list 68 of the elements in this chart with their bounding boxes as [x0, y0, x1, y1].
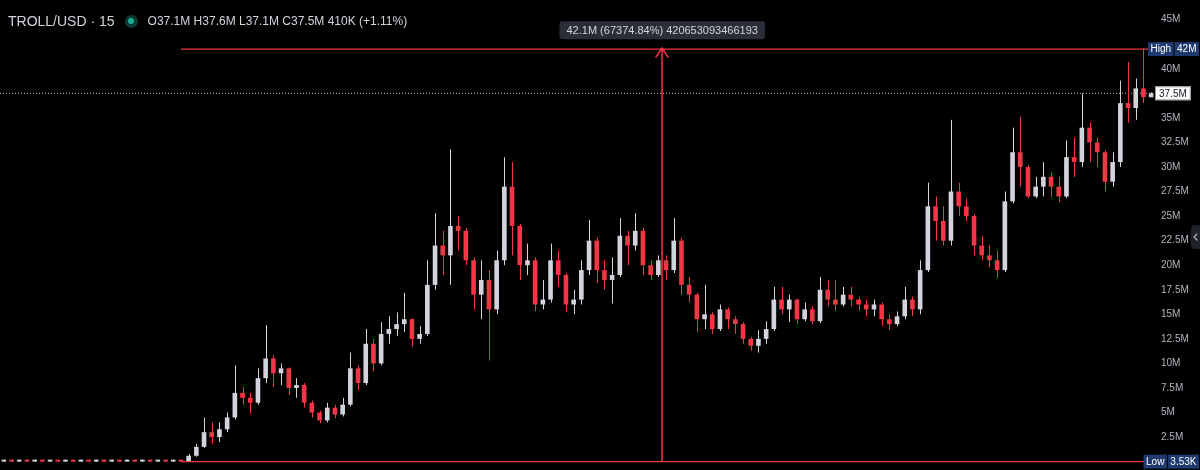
candlestick	[933, 195, 938, 242]
candlestick	[602, 259, 607, 291]
y-tick-label: 45M	[1161, 13, 1181, 25]
y-tick-label: 40M	[1161, 62, 1181, 74]
candlestick	[702, 284, 707, 330]
candlestick	[440, 230, 446, 276]
annotation: 42.1M (67374.84%) 420653093466193	[566, 23, 758, 36]
candlestick	[656, 254, 661, 278]
candlestick	[1087, 122, 1092, 163]
text: TROLL/USD · 15	[8, 13, 115, 29]
candlestick	[956, 182, 961, 217]
candlestick	[940, 205, 946, 247]
candlestick	[394, 311, 399, 337]
candlestick	[910, 296, 915, 317]
candlestick	[340, 397, 345, 417]
candlestick	[987, 245, 992, 268]
ref-line-label: Low 3.53K	[1146, 455, 1197, 467]
candlestick	[725, 306, 730, 330]
y-tick-label: 30M	[1161, 160, 1181, 172]
y-tick-label: 22.5M	[1161, 234, 1189, 246]
y-tick-label: 17.5M	[1161, 283, 1189, 295]
y-tick-label: 27.5M	[1161, 185, 1189, 197]
text: O37.1M H37.6M L37.1M C37.5M 410K (+1.11%)	[147, 14, 408, 28]
y-tick-label: 12.5M	[1161, 332, 1189, 344]
y-tick-label: 15M	[1161, 308, 1181, 320]
candlestick	[271, 355, 276, 388]
candlestick	[294, 377, 299, 399]
candlestick	[964, 197, 969, 222]
y-tick-label: 2.5M	[1161, 430, 1184, 442]
candlestick	[779, 286, 784, 315]
y-tick-label: 35M	[1161, 111, 1181, 123]
candlestick	[802, 302, 807, 322]
y-tick-label: 32.5M	[1161, 136, 1189, 148]
candlestick	[209, 421, 215, 445]
candlestick	[286, 366, 292, 396]
candlestick	[1041, 161, 1046, 197]
y-tick-label: 7.5M	[1161, 381, 1184, 393]
candlestick	[879, 302, 884, 327]
candlestick	[786, 294, 792, 323]
candlestick	[632, 212, 638, 251]
candlestick	[401, 292, 407, 333]
candlestick	[217, 421, 222, 443]
y-tick-label: 5M	[1161, 406, 1175, 418]
candlestick	[979, 235, 985, 261]
candlestick	[247, 392, 253, 415]
candlestick	[756, 329, 761, 354]
candlestick	[1056, 176, 1062, 203]
candlestick	[648, 259, 653, 281]
y-tick-label: 25M	[1161, 209, 1181, 221]
candlestick	[825, 279, 831, 307]
candlestick	[709, 311, 715, 335]
y-tick-label: 10M	[1161, 357, 1181, 369]
candlestick	[1133, 78, 1139, 121]
candlestick	[324, 402, 330, 423]
candlestick	[478, 259, 484, 320]
ref-line-label: High 42M	[1150, 43, 1197, 55]
candlestick	[625, 230, 630, 266]
candlestick	[1094, 137, 1100, 168]
ref-line-label: 37.5M	[1159, 87, 1187, 99]
candlestick	[1033, 176, 1038, 199]
y-tick-label: 20M	[1161, 258, 1181, 270]
candlestick	[555, 249, 561, 288]
candlestick	[1017, 116, 1023, 188]
candlestick	[902, 286, 908, 320]
candlestick	[263, 324, 268, 384]
candlestick	[525, 243, 530, 276]
candlestick	[1110, 151, 1115, 188]
candlestick	[371, 338, 376, 372]
